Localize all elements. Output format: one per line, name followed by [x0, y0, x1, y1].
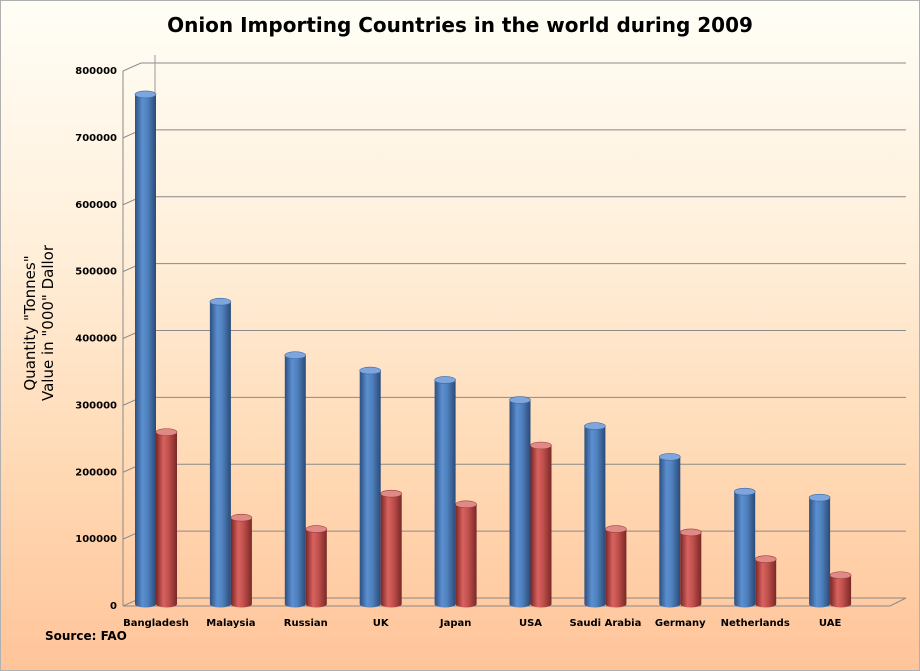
- x-tick-label: Netherlands: [721, 618, 790, 629]
- bar-series-2: [829, 571, 852, 608]
- y-tick-label: 800000: [75, 66, 117, 77]
- bar-body: [809, 497, 831, 608]
- bar-body: [530, 445, 552, 608]
- y-tick-label: 200000: [75, 467, 117, 478]
- gridline: [122, 330, 906, 339]
- gridline: [122, 129, 906, 139]
- bar-cap: [134, 90, 157, 99]
- bar-series-2: [605, 525, 627, 608]
- x-tick-label: Bangladesh: [123, 618, 189, 629]
- bar-cap: [209, 297, 232, 306]
- bar-series-2: [530, 441, 552, 608]
- x-tick-label: Saudi Arabia: [569, 618, 641, 629]
- x-tick-label: Japan: [439, 618, 472, 629]
- bar-cap: [829, 571, 852, 580]
- x-tick-label: USA: [519, 618, 542, 629]
- bar-body: [135, 94, 156, 608]
- bar-body: [230, 517, 252, 608]
- bar-cap: [305, 525, 328, 533]
- bar-series-1: [658, 453, 681, 608]
- bar-body: [734, 491, 756, 608]
- bar-cap: [230, 513, 253, 522]
- bar-series-2: [380, 489, 403, 608]
- bar-cap: [380, 489, 403, 498]
- bar-series-2: [305, 525, 328, 608]
- bar-cap: [434, 376, 456, 384]
- gridline: [122, 62, 906, 72]
- bar-body: [455, 504, 477, 608]
- bar-cap: [155, 428, 178, 436]
- bar-body: [359, 370, 381, 608]
- y-tick-label: 300000: [75, 400, 117, 411]
- y-tick-label: 0: [110, 601, 117, 612]
- bar-cap: [509, 396, 531, 404]
- bar-body: [680, 532, 702, 608]
- bar-body: [509, 400, 531, 608]
- bar-series-1: [733, 487, 756, 608]
- bar-body: [434, 379, 456, 608]
- bar-cap: [658, 453, 681, 461]
- x-tick-label: UAE: [819, 618, 842, 629]
- bar-series-1: [134, 90, 157, 608]
- gridline: [122, 263, 906, 273]
- source-note: Source: FAO: [45, 629, 127, 643]
- bar-series-2: [230, 513, 253, 608]
- bar-series-1: [584, 422, 606, 608]
- bar-cap: [530, 441, 552, 450]
- x-tick-label: Malaysia: [206, 618, 255, 629]
- bar-cap: [584, 422, 606, 430]
- x-tick-label: Russian: [284, 618, 328, 629]
- bar-body: [284, 355, 306, 608]
- y-tick-label: 400000: [75, 334, 117, 345]
- bar-body: [755, 559, 777, 608]
- bar-cap: [455, 500, 477, 509]
- bar-cap: [284, 351, 307, 360]
- bar-body: [584, 426, 606, 608]
- chart-title: Onion Importing Countries in the world d…: [167, 13, 753, 37]
- bar-series-2: [155, 428, 178, 608]
- y-tick-label: 500000: [75, 267, 117, 278]
- bar-series-1: [808, 493, 831, 608]
- bar-cap: [754, 555, 777, 563]
- bar-body: [209, 301, 231, 608]
- bar-cap: [359, 366, 382, 375]
- x-tick-label: UK: [373, 618, 390, 629]
- bar-body: [305, 529, 327, 608]
- bar-series-2: [455, 500, 477, 608]
- bar-cap: [679, 528, 702, 537]
- y-tick-label: 700000: [75, 133, 117, 144]
- bar-series-2: [679, 528, 702, 608]
- bar-body: [380, 493, 402, 608]
- bar-series-2: [754, 555, 777, 608]
- bar-body: [156, 432, 177, 608]
- bar-series-1: [434, 376, 456, 608]
- bar-cap: [808, 493, 831, 502]
- y-tick-label: 100000: [75, 534, 117, 545]
- bar-body: [605, 529, 627, 608]
- bar-series-1: [359, 366, 382, 608]
- bar-series-1: [209, 297, 232, 608]
- bar-cap: [733, 487, 756, 496]
- bar-body: [830, 575, 852, 608]
- bar-body: [659, 456, 681, 608]
- gridline: [122, 196, 906, 206]
- bar-series-1: [284, 351, 307, 608]
- bar-series-1: [509, 396, 531, 608]
- y-tick-label: 600000: [75, 200, 117, 211]
- x-tick-label: Germany: [655, 618, 706, 629]
- bar-cap: [605, 525, 627, 533]
